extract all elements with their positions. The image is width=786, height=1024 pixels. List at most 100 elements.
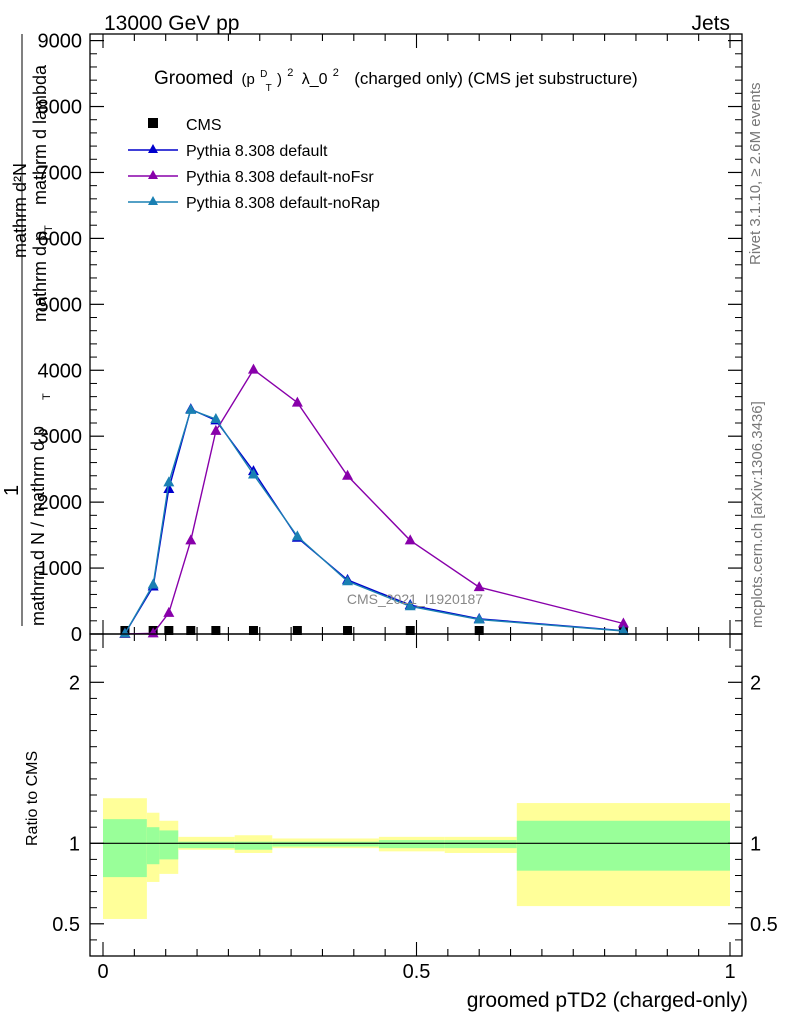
main-y-ticks: 0 1000 2000 3000 4000 5000 6000 7000 8000 9000 <box>38 31 742 646</box>
title-suffix: (charged only) (CMS jet substructure) <box>354 69 637 88</box>
series-point-noFsr <box>147 627 159 638</box>
ratio-y-tick-label-right: 2 <box>750 672 761 694</box>
ratio-bands <box>103 798 730 919</box>
main-y-label: mathrm d²N mathrm d p mathrm d lambda T … <box>1 34 55 626</box>
ylabel-top: mathrm d²N <box>10 163 30 258</box>
cms-data-point <box>474 626 484 635</box>
title-sub-t: T <box>266 83 272 94</box>
watermark: CMS_2021_I1920187 <box>347 591 483 607</box>
chart-title: Groomed (p D T ) 2 λ_0 2 (charged only) … <box>154 60 638 96</box>
main-y-tick-label: 2000 <box>38 492 83 514</box>
title-sup-d: D <box>260 69 267 80</box>
cms-data-point <box>248 626 258 635</box>
header-right: Jets <box>691 12 730 35</box>
ratio-frame <box>89 633 743 957</box>
ratio-y-tick-label: 0.5 <box>52 914 80 936</box>
rivet-label: Rivet 3.1.10, ≥ 2.6M events <box>747 83 764 266</box>
legend-cms-marker <box>148 118 158 128</box>
x-axis-label: groomed pTD2 (charged-only) <box>467 989 748 1012</box>
ylabel-frac-den-sub: T <box>41 393 53 400</box>
main-y-tick-label: 5000 <box>38 294 83 316</box>
ratio-band-inner <box>516 820 730 871</box>
series-point-noRap <box>291 530 303 541</box>
series-point-noFsr <box>247 363 259 374</box>
legend-nofsr-label: Pythia 8.308 default-noFsr <box>186 169 374 186</box>
legend-norap-marker <box>148 196 158 205</box>
main-panel: 0 1000 2000 3000 4000 5000 6000 7000 8000 9000 CM… <box>1 31 743 646</box>
legend: CMS Pythia 8.308 default Pythia 8.308 de… <box>128 117 380 212</box>
cms-data-point <box>405 626 415 635</box>
title-close: ) <box>277 71 282 88</box>
legend-norap-label: Pythia 8.308 default-noRap <box>186 195 380 212</box>
ratio-x-tick-label: 0 <box>97 961 108 983</box>
series-point-noRap <box>163 476 175 487</box>
series-point-noRap <box>210 413 222 424</box>
ratio-panel: 0 0.5 1 0.5 0.51 12 2 Ratio to CMS groomed pT… <box>24 633 778 1012</box>
ratio-y-ticks: 0.5 0.5 1 1 2 2 <box>52 649 778 941</box>
main-series <box>119 363 629 638</box>
main-y-tick-label: 1000 <box>38 558 83 580</box>
main-y-tick-label: 8000 <box>38 97 83 119</box>
main-x-ticks <box>102 34 731 634</box>
ylabel-bottom-lower: mathrm d lambda <box>30 64 50 205</box>
series-point-noRap <box>617 625 629 636</box>
ratio-y-label: Ratio to CMS <box>24 751 41 846</box>
ratio-y-tick-label: 1 <box>69 833 80 855</box>
series-point-noRap <box>342 575 354 586</box>
title-rest: λ_0 <box>302 71 328 88</box>
legend-default-label: Pythia 8.308 default <box>186 143 328 160</box>
series-point-noRap <box>473 613 485 624</box>
series-point-noRap <box>404 600 416 611</box>
series-point-noRap <box>247 468 259 479</box>
main-y-tick-label: 9000 <box>38 31 83 53</box>
ratio-band-inner <box>103 819 147 878</box>
series-point-noFsr <box>617 617 629 628</box>
ratio-y-tick-label: 2 <box>69 672 80 694</box>
title-sup-2b: 2 <box>333 67 339 79</box>
ylabel-sub-t: T <box>43 225 55 232</box>
series-point-noFsr <box>210 424 222 435</box>
ratio-y-tick-label-right: 0.5 <box>750 914 778 936</box>
header-left: 13000 GeV pp <box>104 12 239 35</box>
ratio-x-tick-label: 0.5 <box>403 961 431 983</box>
legend-nofsr-marker <box>148 170 158 179</box>
series-point-noRap <box>185 403 197 414</box>
series-point-noFsr <box>404 534 416 545</box>
cms-data-point <box>164 626 174 635</box>
series-point-noRap <box>119 627 131 638</box>
series-point-noFsr <box>291 396 303 407</box>
series-point-noFsr <box>342 469 354 480</box>
series-point-noFsr <box>473 581 485 592</box>
series-point-noFsr <box>163 606 175 617</box>
ratio-band-inner <box>234 841 273 850</box>
main-y-tick-label: 3000 <box>38 426 83 448</box>
ylabel-bottom-upper: mathrm d p <box>30 231 50 322</box>
main-y-tick-label: 7000 <box>38 162 83 184</box>
ratio-y-tick-label-right: 1 <box>750 833 761 855</box>
series-point-noFsr <box>185 534 197 545</box>
series-point-default <box>163 482 175 493</box>
mcplots-label: mcplots.cern.ch [arXiv:1306.3436] <box>749 401 766 628</box>
ylabel-frac-one: 1 <box>1 485 23 496</box>
title-p: (p <box>241 71 254 88</box>
cms-data-point <box>186 626 196 635</box>
title-main: Groomed <box>154 68 233 89</box>
cms-data-point <box>211 626 221 635</box>
ratio-band-inner <box>272 841 379 847</box>
ratio-band-inner <box>146 827 160 865</box>
cms-data-point <box>292 626 302 635</box>
ratio-band-inner <box>378 840 445 849</box>
ratio-band-inner <box>444 840 517 849</box>
title-sup-2: 2 <box>287 67 293 79</box>
legend-cms-label: CMS <box>186 117 222 134</box>
ratio-band-inner <box>159 830 179 860</box>
series-point-noRap <box>147 578 159 589</box>
main-y-tick-label: 6000 <box>38 228 83 250</box>
ratio-x-ticks: 0 0.5 1 <box>97 634 736 983</box>
main-y-tick-label: 4000 <box>38 360 83 382</box>
main-y-tick-label: 0 <box>71 624 82 646</box>
ratio-x-tick-label: 1 <box>724 961 735 983</box>
cms-data-point <box>343 626 353 635</box>
legend-default-marker <box>148 144 158 153</box>
